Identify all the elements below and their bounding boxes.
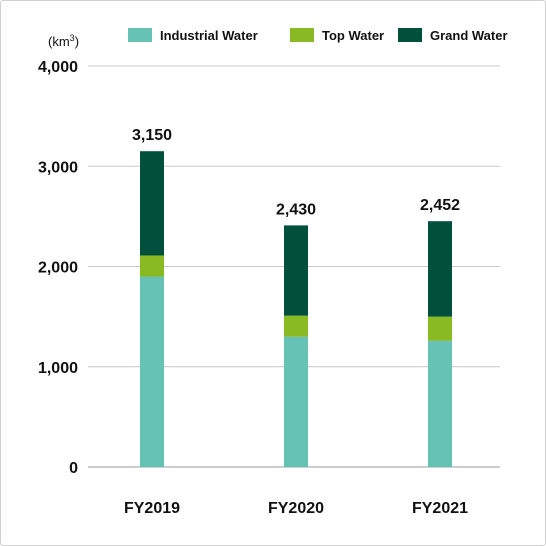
y-tick-label: 3,000 xyxy=(38,159,78,176)
y-axis-ticks: 0 1,000 2,000 3,000 4,000 xyxy=(38,59,78,477)
total-labels: 3,150 2,430 2,452 xyxy=(132,127,460,218)
legend-swatch-grand-water xyxy=(398,28,422,42)
bar-grand-water-fy2020 xyxy=(284,225,308,316)
y-tick-label: 2,000 xyxy=(38,260,78,277)
bar-industrial-water-fy2019 xyxy=(140,276,164,467)
y-tick-label: 0 xyxy=(69,460,78,477)
y-tick-label: 4,000 xyxy=(38,59,78,76)
legend-label-grand-water: Grand Water xyxy=(430,28,508,43)
total-label-fy2019: 3,150 xyxy=(132,127,172,144)
total-label-fy2020: 2,430 xyxy=(276,201,316,218)
y-unit-label: (km3) xyxy=(48,33,79,49)
y-tick-label: 1,000 xyxy=(38,360,78,377)
bars xyxy=(140,151,452,467)
bar-top-water-fy2020 xyxy=(284,315,308,337)
bar-top-water-fy2019 xyxy=(140,255,164,277)
bar-top-water-fy2021 xyxy=(428,316,452,341)
legend-swatch-top-water xyxy=(290,28,314,42)
legend-label-top-water: Top Water xyxy=(322,28,384,43)
x-tick-label: FY2021 xyxy=(412,500,468,517)
x-tick-label: FY2019 xyxy=(124,500,180,517)
legend-swatch-industrial-water xyxy=(128,28,152,42)
x-tick-label: FY2020 xyxy=(268,500,324,517)
bar-industrial-water-fy2021 xyxy=(428,340,452,467)
total-label-fy2021: 2,452 xyxy=(420,197,460,214)
bar-grand-water-fy2021 xyxy=(428,221,452,317)
x-axis-ticks: FY2019 FY2020 FY2021 xyxy=(124,500,468,517)
legend: Industrial Water Top Water Grand Water xyxy=(128,28,508,43)
legend-label-industrial-water: Industrial Water xyxy=(160,28,258,43)
bar-grand-water-fy2019 xyxy=(140,151,164,256)
bar-industrial-water-fy2020 xyxy=(284,336,308,467)
